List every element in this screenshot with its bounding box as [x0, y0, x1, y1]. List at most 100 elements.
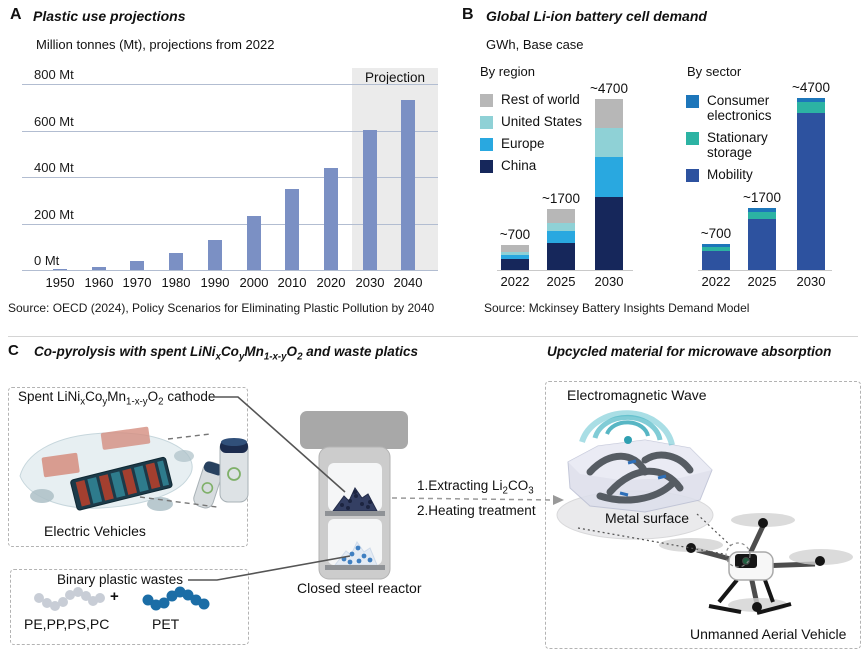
grid-line-0 — [22, 270, 438, 271]
x-tick-label-1990: 1990 — [200, 275, 230, 290]
legend-item-stationary-storage: Stationary storage — [686, 130, 786, 160]
legend-item-mobility: Mobility — [686, 167, 786, 182]
by-region-label: By region — [480, 64, 535, 79]
step2-label: 2.Heating treatment — [417, 503, 536, 518]
x-tick-label-1960: 1960 — [84, 275, 114, 290]
electric-vehicle-illustration — [19, 426, 249, 511]
legend-label: Mobility — [707, 167, 753, 182]
x-tick-label-1950: 1950 — [45, 275, 75, 290]
tube-marks — [619, 459, 667, 497]
segment-consumer-electronics-2030 — [797, 98, 825, 102]
bar-2000 — [247, 216, 261, 270]
bar-2010 — [285, 189, 299, 270]
bar-2030 — [363, 130, 377, 270]
y-tick-label: 800 Mt — [34, 67, 74, 82]
legend-label: Consumer electronics — [707, 93, 772, 123]
legend-label: China — [501, 158, 537, 173]
battery-pack — [70, 456, 173, 511]
legend-label: Rest of world — [501, 92, 580, 107]
segment-rest-of-world-2030 — [595, 99, 623, 128]
bar-1950 — [53, 269, 67, 270]
x-tick-label-2025: 2025 — [747, 274, 777, 289]
panel-b-title: Global Li-ion battery cell demand — [486, 8, 707, 24]
legend-swatch — [480, 138, 493, 151]
x-tick-label-2022: 2022 — [701, 274, 731, 289]
y-tick-label: 200 Mt — [34, 207, 74, 222]
battery-cell-large — [219, 438, 249, 503]
em-wave-icon — [579, 410, 675, 446]
plastic-wastes-label: Binary plastic wastes — [57, 572, 184, 587]
legend-item-china: China — [480, 158, 610, 173]
segment-consumer-electronics-2022 — [702, 244, 730, 247]
bar-1980 — [169, 253, 183, 270]
legend-label: Stationary storage — [707, 130, 768, 160]
legend-item-rest-of-world: Rest of world — [480, 92, 610, 107]
segment-consumer-electronics-2025 — [748, 208, 776, 212]
polymer-chain-gray — [34, 587, 105, 611]
segment-stationary-storage-2025 — [748, 212, 776, 219]
sector-legend: Consumer electronics Stationary storage Mo… — [686, 93, 786, 189]
projection-label: Projection — [364, 70, 426, 85]
segment-stationary-storage-2022 — [702, 247, 730, 251]
uav-illustration — [659, 513, 853, 615]
cathode-powder-pile — [332, 487, 378, 512]
reactor-shelf — [325, 511, 385, 516]
y-tick-label: 600 Mt — [34, 114, 74, 129]
segment-stationary-storage-2030 — [797, 102, 825, 113]
axis-line — [698, 270, 832, 271]
segment-europe-2025 — [547, 231, 575, 243]
total-label-2030: ~4700 — [590, 81, 628, 96]
segment-mobility-2022 — [702, 251, 730, 270]
polymer-chains-illustration — [34, 586, 210, 611]
bar-2020 — [324, 168, 338, 270]
grid-line-600 — [22, 131, 438, 132]
y-tick-label: 400 Mt — [34, 160, 74, 175]
axis-line — [497, 270, 633, 271]
legend-label: Europe — [501, 136, 545, 151]
panel-b-subtitle: GWh, Base case — [486, 37, 584, 52]
x-tick-label-2030: 2030 — [355, 275, 385, 290]
car-wheel — [174, 450, 194, 462]
panel-divider — [8, 336, 858, 337]
reactor-cap — [300, 411, 408, 449]
panel-a-letter: A — [10, 6, 22, 23]
pet-label: PET — [152, 616, 180, 632]
drone-legs — [708, 578, 792, 615]
step1-label: 1.Extracting Li2CO3 — [417, 478, 534, 497]
panel-b-letter: B — [462, 6, 474, 23]
segment-china-2030 — [595, 197, 623, 270]
x-tick-label-2030: 2030 — [594, 274, 624, 289]
legend-swatch — [480, 116, 493, 129]
upcycled-material-box — [545, 381, 861, 649]
legend-swatch — [686, 169, 699, 182]
legend-swatch — [480, 160, 493, 173]
segment-europe-2030 — [595, 157, 623, 197]
panel-a-title: Plastic use projections — [33, 8, 186, 24]
x-tick-label-2022: 2022 — [500, 274, 530, 289]
segment-china-2022 — [501, 259, 529, 270]
absorber-block-illustration — [556, 410, 714, 540]
car-wheel — [30, 489, 54, 503]
legend-item-consumer-electronics: Consumer electronics — [686, 93, 786, 123]
total-label-2022: ~700 — [700, 226, 732, 241]
legend-item-europe: Europe — [480, 136, 610, 151]
segment-rest-of-world-2025 — [547, 209, 575, 223]
panel-a-source: Source: OECD (2024), Policy Scenarios fo… — [8, 301, 435, 315]
em-wave-label: Electromagnetic Wave — [567, 387, 707, 403]
closed-steel-reactor-caption: Closed steel reactor — [297, 580, 422, 596]
region-legend: Rest of world United States Europe China — [480, 92, 610, 180]
bar-2040 — [401, 100, 415, 270]
region-bar-chart: ~700 2022 ~1700 2025 ~4700 2030 — [495, 78, 640, 293]
electric-vehicles-caption: Electric Vehicles — [44, 523, 146, 539]
drone-camera — [742, 557, 750, 565]
pe-pp-ps-pc-label: PE,PP,PS,PC — [24, 616, 110, 632]
grid-line-800 — [22, 84, 438, 85]
legend-swatch — [480, 94, 493, 107]
segment-mobility-2030 — [797, 113, 825, 270]
y-tick-label: 0 Mt — [34, 253, 60, 268]
panel-c-letter: C — [8, 342, 19, 359]
x-tick-label-2030: 2030 — [796, 274, 826, 289]
x-tick-label-2040: 2040 — [393, 275, 423, 290]
metal-surface-label: Metal surface — [605, 510, 690, 526]
carbon-tubes — [586, 451, 694, 504]
